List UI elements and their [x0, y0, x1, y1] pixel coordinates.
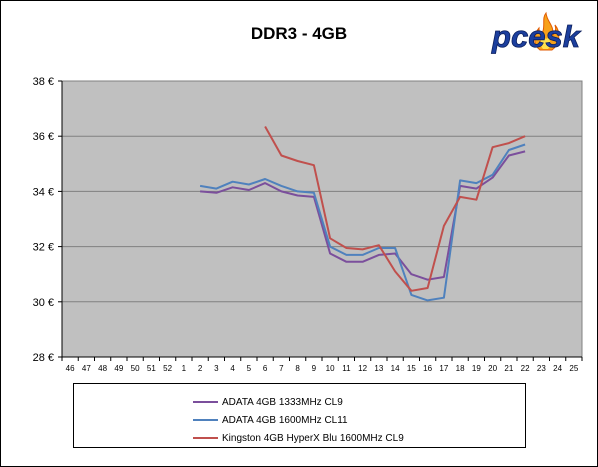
series-lines: [199, 126, 526, 302]
legend-label: Kingston 4GB HyperX Blu 1600MHz CL9: [222, 432, 404, 444]
y-tick-label: 32 €: [33, 242, 54, 254]
legend-swatch: [193, 419, 218, 421]
x-tick-label: 52: [163, 364, 172, 373]
x-tick-label: 20: [488, 364, 497, 373]
series-line: [264, 126, 526, 292]
x-tick-label: 22: [521, 364, 530, 373]
pcesk-logo: pcesk: [491, 11, 582, 54]
x-tick-label: 47: [82, 364, 91, 373]
series-line: [199, 143, 526, 302]
x-tick-label: 6: [263, 364, 268, 373]
x-tick-label: 10: [326, 364, 335, 373]
x-tick-label: 24: [553, 364, 562, 373]
x-tick-label: 48: [98, 364, 107, 373]
x-tick-label: 1: [182, 364, 187, 373]
x-tick-label: 25: [569, 364, 578, 373]
legend: ADATA 4GB 1333MHz CL9 ADATA 4GB 1600MHz …: [73, 383, 526, 448]
flame-icon: [534, 11, 560, 51]
x-tick-label: 18: [456, 364, 465, 373]
legend-item: Kingston 4GB HyperX Blu 1600MHz CL9: [193, 428, 404, 448]
logo-text: pcesk: [491, 19, 582, 54]
x-tick-label: 2: [198, 364, 203, 373]
x-tick-label: 15: [407, 364, 416, 373]
x-tick-label: 49: [114, 364, 123, 373]
x-tick-label: 12: [358, 364, 367, 373]
x-tick-label: 16: [423, 364, 432, 373]
x-tick-label: 46: [66, 364, 75, 373]
series-line: [200, 150, 526, 281]
legend-item: ADATA 4GB 1333MHz CL9: [193, 392, 343, 412]
y-tick-label: 36 €: [33, 131, 54, 143]
x-tick-label: 23: [537, 364, 546, 373]
x-tick-label: 8: [295, 364, 300, 373]
x-axis: 46 47 48 49 50 51 52 1 2 3 4 5 6 7 8 9 10 11 12 13 14 15 16 17 1…: [61, 356, 583, 373]
x-tick-label: 50: [131, 364, 140, 373]
x-tick-label: 19: [472, 364, 481, 373]
x-tick-label: 9: [312, 364, 317, 373]
y-axis: 28 € 30 € 32 € 34 € 36 € 38 €: [33, 76, 63, 364]
x-tick-label: 7: [279, 364, 284, 373]
x-tick-label: 4: [230, 364, 235, 373]
legend-label: ADATA 4GB 1333MHz CL9: [222, 396, 343, 408]
y-tick-label: 38 €: [33, 76, 54, 88]
x-tick-label: 17: [439, 364, 448, 373]
x-tick-label: 5: [247, 364, 252, 373]
legend-label: ADATA 4GB 1600MHz CL11: [222, 414, 348, 426]
y-tick-label: 30 €: [33, 297, 54, 309]
legend-swatch: [193, 401, 218, 403]
y-tick-label: 34 €: [33, 186, 54, 198]
x-tick-label: 14: [391, 364, 400, 373]
x-tick-label: 3: [214, 364, 219, 373]
x-tick-label: 13: [374, 364, 383, 373]
legend-swatch: [193, 437, 218, 439]
x-tick-label: 11: [342, 364, 351, 373]
legend-item: ADATA 4GB 1600MHz CL11: [193, 410, 348, 430]
gridlines: [62, 135, 582, 303]
x-tick-label: 51: [147, 364, 156, 373]
y-tick-label: 28 €: [33, 352, 54, 364]
chart-title: DDR3 - 4GB: [250, 24, 348, 43]
x-tick-label: 21: [504, 364, 513, 373]
